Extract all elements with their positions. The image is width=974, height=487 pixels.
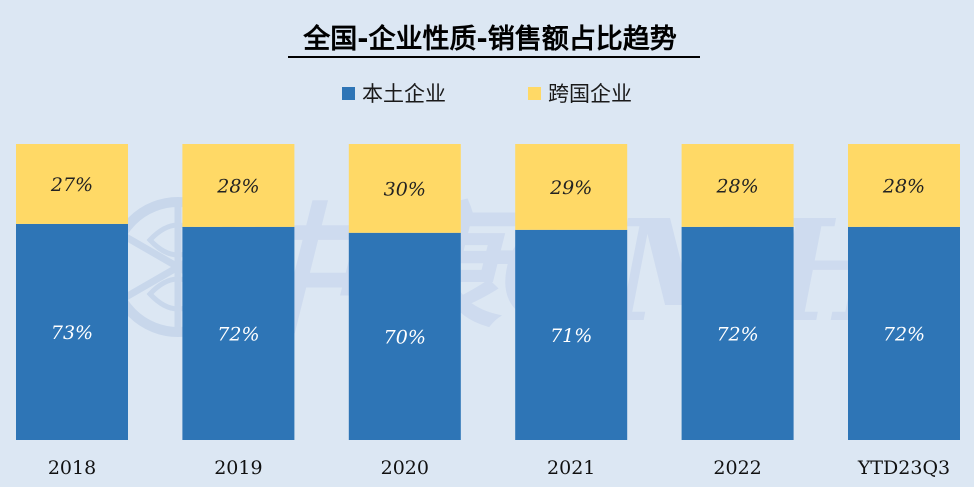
- data-label-multinational-2019: 28%: [216, 175, 259, 197]
- bar-domestic-2022: [681, 226, 794, 440]
- data-label-domestic-2018: 73%: [51, 322, 93, 344]
- data-label-multinational-2022: 28%: [715, 175, 758, 197]
- x-tick-2020: 2020: [381, 457, 429, 479]
- bar-domestic-YTD23Q3: [848, 226, 960, 440]
- legend-label-domestic: 本土企业: [362, 82, 446, 106]
- bar-multinational-2020: [348, 144, 461, 233]
- x-tick-2018: 2018: [48, 457, 96, 479]
- bar-multinational-2018: [16, 144, 128, 224]
- data-label-domestic-2019: 72%: [217, 323, 259, 345]
- chart-title: 全国-企业性质-销售额占比趋势: [302, 23, 676, 55]
- x-axis-ticks: 2018 2019 2020 2021 2022 YTD23Q3: [48, 457, 950, 479]
- bar-domestic-2019: [182, 226, 295, 440]
- data-label-domestic-2021: 71%: [550, 325, 592, 347]
- bar-multinational-YTD23Q3: [848, 144, 960, 227]
- x-tick-2022: 2022: [713, 457, 761, 479]
- data-label-multinational-2018: 27%: [50, 174, 93, 196]
- data-labels-group: 73% 27% 72% 28% 70% 30% 71% 29% 72% 28% 72% 28%: [50, 174, 925, 348]
- bars-group: [16, 144, 960, 440]
- data-label-multinational-2021: 29%: [549, 177, 592, 199]
- bar-domestic-2021: [515, 229, 628, 440]
- legend-label-multinational: 跨国企业: [548, 82, 632, 106]
- data-label-multinational-YTD23Q3: 28%: [882, 175, 925, 197]
- x-tick-YTD23Q3: YTD23Q3: [857, 457, 950, 479]
- data-label-multinational-2020: 30%: [384, 178, 426, 200]
- legend-swatch-multinational: [528, 87, 541, 100]
- x-tick-2019: 2019: [214, 457, 262, 479]
- bar-domestic-2020: [348, 232, 461, 440]
- bar-domestic-2018: [16, 223, 128, 440]
- data-label-domestic-2022: 72%: [716, 323, 758, 345]
- x-tick-2021: 2021: [547, 457, 595, 479]
- data-label-domestic-YTD23Q3: 72%: [883, 323, 925, 345]
- bar-multinational-2022: [681, 144, 794, 227]
- legend: 本土企业 跨国企业: [342, 82, 632, 106]
- bar-multinational-2021: [515, 144, 628, 230]
- bar-multinational-2019: [182, 144, 295, 227]
- data-label-domestic-2020: 70%: [384, 326, 426, 348]
- legend-swatch-domestic: [342, 87, 355, 100]
